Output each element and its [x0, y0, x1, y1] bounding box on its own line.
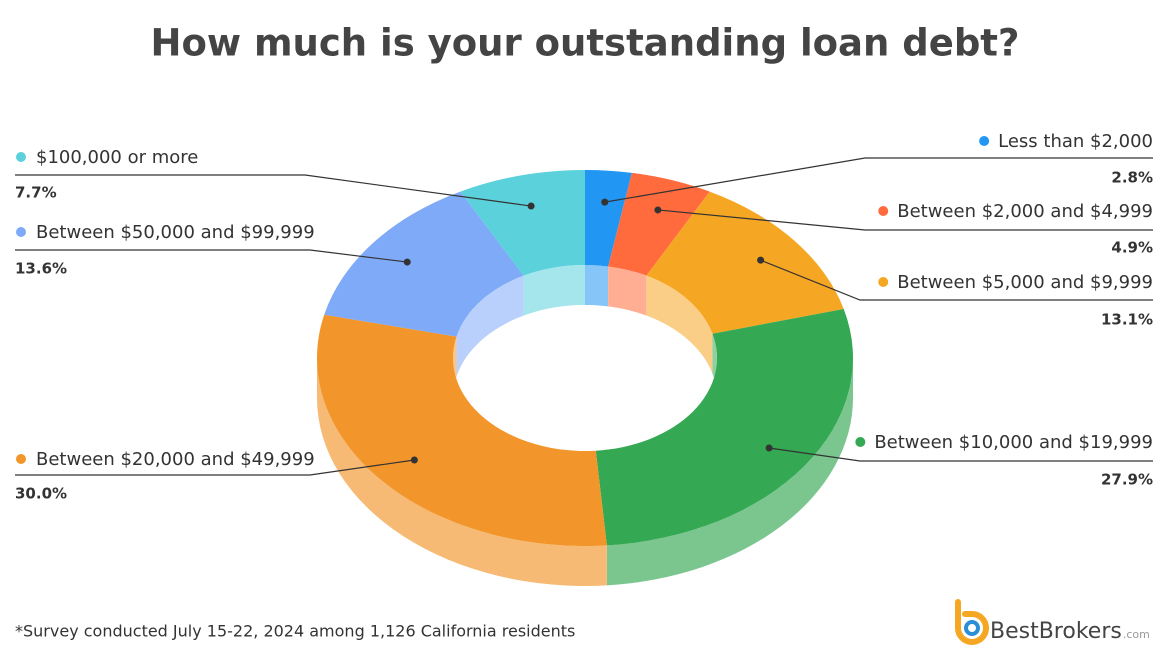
- slice-side: [317, 358, 607, 586]
- legend-dot: [855, 437, 866, 447]
- slice: [585, 170, 632, 267]
- leader-line: [15, 459, 415, 476]
- leader-line: [604, 157, 1153, 203]
- inner-wall: [523, 265, 585, 316]
- value-label: 13.1%: [1101, 311, 1153, 329]
- side-walls: [317, 358, 853, 586]
- legend-label: Between $50,000 and $99,999: [36, 222, 315, 243]
- value-label: 13.6%: [15, 260, 67, 278]
- slice: [646, 191, 844, 334]
- brand-logo: [955, 599, 989, 645]
- value-label: 7.7%: [15, 184, 57, 202]
- leader-line: [768, 447, 1153, 462]
- logo-dot: [964, 620, 980, 636]
- legend-label: Less than $2,000: [998, 131, 1153, 152]
- slices: [317, 170, 853, 546]
- slice: [317, 314, 607, 546]
- legend-label: Between $2,000 and $4,999: [897, 201, 1153, 222]
- slice: [595, 308, 853, 546]
- slice: [324, 191, 524, 337]
- leader-dot: [765, 444, 773, 452]
- leader-dot: [654, 206, 662, 214]
- leader-line: [760, 259, 1153, 301]
- leader-line: [657, 209, 1153, 231]
- leader-dot: [757, 256, 765, 264]
- inner-wall: [646, 275, 713, 374]
- slice-side: [606, 358, 853, 586]
- legend-label: Between $5,000 and $9,999: [897, 272, 1153, 293]
- legend-label: Between $10,000 and $19,999: [874, 432, 1153, 453]
- leader-dot: [527, 202, 535, 210]
- leader-line: [15, 174, 532, 207]
- leader-dot: [601, 198, 609, 206]
- value-label: 2.8%: [1111, 169, 1153, 187]
- legend-dot: [16, 152, 26, 162]
- leader-dot: [410, 456, 418, 464]
- inner-wall: [585, 265, 609, 307]
- logo-mark: [955, 599, 989, 645]
- inner-wall: [456, 275, 524, 377]
- labels: Less than $2,000 2.8% Between $2,000 and $…: [15, 131, 1153, 503]
- brand-suffix: .com: [1123, 628, 1150, 641]
- legend-dot: [16, 227, 26, 237]
- legend-dot: [878, 206, 889, 216]
- slice: [608, 172, 710, 276]
- value-label: 4.9%: [1111, 239, 1153, 257]
- value-label: 27.9%: [1101, 471, 1153, 489]
- legend-dot: [16, 454, 26, 464]
- legend-label: $100,000 or more: [36, 147, 198, 168]
- chart-title: How much is your outstanding loan debt?: [151, 22, 1020, 65]
- value-label: 30.0%: [15, 485, 67, 503]
- inner-wall: [608, 266, 647, 316]
- legend-dot: [979, 136, 990, 146]
- legend-label: Between $20,000 and $49,999: [36, 449, 315, 470]
- leader-dot: [403, 258, 411, 266]
- slice: [460, 170, 585, 276]
- footnote: *Survey conducted July 15-22, 2024 among…: [15, 622, 575, 641]
- brand-name: BestBrokers: [990, 619, 1122, 644]
- leader-line: [15, 249, 408, 263]
- legend-dot: [878, 277, 889, 287]
